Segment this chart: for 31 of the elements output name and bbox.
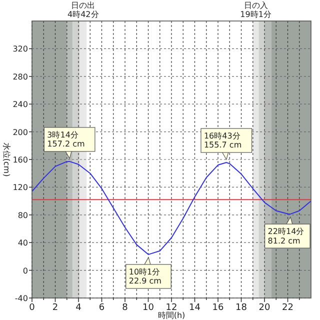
x-tick-label: 8: [122, 303, 128, 313]
x-tick-label: 20: [258, 303, 270, 313]
annotation: 10時1分 22.9 cm: [128, 267, 162, 286]
annotation: 22時14分 81.2 cm: [268, 227, 304, 246]
y-tick-label: 40: [18, 238, 28, 248]
annotation: 3時14分 157.2 cm: [47, 130, 85, 149]
y-tick-label: 160: [12, 156, 28, 164]
x-tick-label: 22: [282, 303, 294, 313]
y-tick-label: 0: [22, 266, 28, 276]
y-tick-label: 200: [12, 128, 28, 137]
x-tick-label: 12: [166, 303, 178, 313]
x-tick-label: 10: [142, 303, 154, 313]
y-tick-label: 320: [12, 44, 28, 54]
x-tick-label: 0: [29, 303, 36, 313]
band-label: 日の入 19時1分: [240, 0, 272, 19]
x-tick-label: 2: [52, 303, 58, 313]
y-tick-label: 280: [12, 72, 28, 82]
x-tick-label: 4: [76, 303, 82, 313]
y-tick-label: 120: [12, 183, 28, 192]
line-series: [32, 160, 312, 255]
x-tick-label: 18: [236, 303, 248, 313]
band-label: 日の出 4時42分: [68, 0, 99, 19]
y-tick-label: 80: [18, 210, 28, 220]
x-tick-label: 6: [98, 303, 105, 313]
y-tick-label: -40: [14, 294, 28, 303]
y-tick-label: 240: [12, 100, 28, 110]
annotation: 16時43分 155.7 cm: [204, 131, 242, 150]
x-axis-title: 時間(h): [158, 311, 186, 320]
x-tick-label: 16: [212, 303, 224, 313]
y-axis-title: 水位(cm): [2, 142, 11, 177]
x-tick-label: 14: [189, 303, 201, 313]
